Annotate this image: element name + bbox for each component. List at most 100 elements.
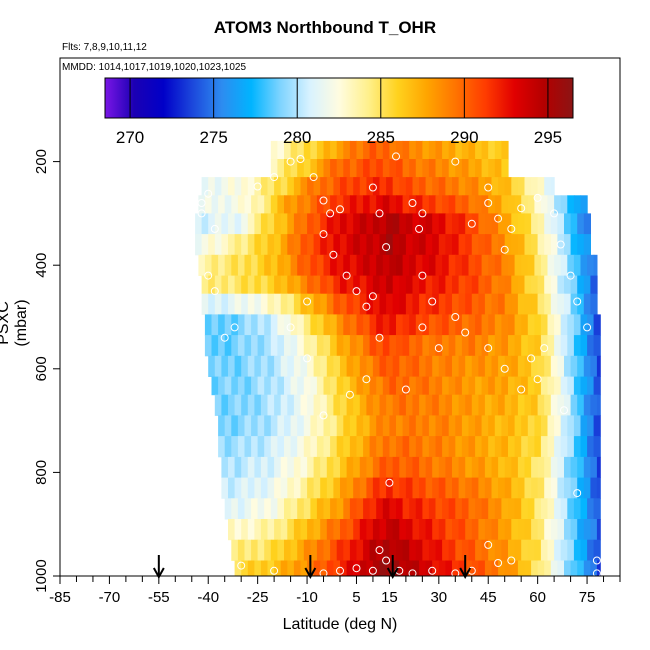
- heatmap-cell: [567, 436, 575, 458]
- heatmap-cell: [583, 234, 591, 256]
- heatmap-cell: [214, 213, 222, 235]
- heatmap-cell: [280, 213, 288, 235]
- heatmap-cell: [234, 456, 242, 479]
- heatmap-cell: [402, 140, 410, 160]
- heatmap-cell: [267, 394, 275, 416]
- colorbar-tick-label: 270: [116, 128, 144, 147]
- heatmap-cell: [369, 436, 377, 458]
- heatmap-cell: [277, 140, 285, 160]
- heatmap-cell: [484, 355, 493, 377]
- heatmap-cell: [330, 415, 338, 437]
- observation-marker: [210, 224, 219, 233]
- heatmap-cell: [511, 275, 519, 295]
- heatmap-cell: [514, 335, 522, 357]
- heatmap-cell: [511, 394, 519, 416]
- heatmap-cell: [534, 376, 542, 396]
- heatmap-cell: [567, 376, 575, 396]
- heatmap-cell: [471, 477, 479, 499]
- heatmap-cell: [511, 477, 519, 499]
- heatmap-cell: [386, 519, 394, 541]
- heatmap-cell: [435, 159, 443, 178]
- heatmap-cell: [247, 293, 255, 315]
- heatmap-cell: [214, 234, 222, 256]
- heatmap-cell: [442, 415, 450, 437]
- heatmap-cell: [567, 254, 575, 276]
- heatmap-cell: [297, 254, 305, 276]
- heatmap-cell: [468, 254, 476, 276]
- heatmap-cell: [280, 177, 288, 196]
- heatmap-cell: [247, 177, 255, 196]
- observation-marker: [592, 556, 601, 565]
- observation-marker: [484, 199, 493, 207]
- heatmap-cell: [557, 394, 565, 416]
- heatmap-cell: [557, 213, 565, 235]
- heatmap-cell: [224, 498, 232, 520]
- heatmap-cell: [458, 456, 466, 479]
- heatmap-cell: [399, 293, 407, 315]
- heatmap-cell: [257, 314, 265, 336]
- heatmap-cell: [353, 456, 361, 479]
- heatmap-cell: [514, 314, 522, 336]
- heatmap-cell: [550, 213, 558, 235]
- heatmap-cell: [389, 539, 397, 561]
- heatmap-cell: [241, 355, 249, 377]
- heatmap-cell: [244, 498, 252, 520]
- heatmap-cell: [580, 539, 588, 561]
- heatmap-cell: [554, 436, 562, 458]
- heatmap-cell: [570, 213, 578, 235]
- heatmap-cell: [290, 254, 298, 276]
- x-tick-label: -25: [247, 589, 269, 606]
- heatmap-cell: [590, 477, 598, 499]
- heatmap-cell: [557, 560, 565, 577]
- heatmap-cell: [293, 394, 302, 416]
- heatmap-cell: [452, 519, 460, 541]
- heatmap-cell: [267, 456, 275, 479]
- heatmap-cell: [353, 275, 361, 295]
- heatmap-cell: [458, 234, 466, 256]
- heatmap-cell: [458, 293, 466, 315]
- heatmap-cell: [234, 275, 242, 295]
- heatmap-cell: [320, 293, 328, 315]
- heatmap-cell: [478, 234, 486, 256]
- heatmap-cell: [376, 314, 384, 336]
- heatmap-cell: [323, 415, 331, 437]
- heatmap-cell: [587, 498, 595, 520]
- heatmap-cell: [326, 560, 334, 577]
- heatmap-cell: [452, 456, 460, 479]
- heatmap-cell: [307, 394, 315, 416]
- heatmap-cell: [231, 539, 239, 561]
- heatmap-cell: [461, 415, 470, 437]
- heatmap-cell: [228, 275, 236, 295]
- heatmap-cell: [484, 456, 493, 479]
- heatmap-cell: [396, 314, 404, 336]
- heatmap-cell: [333, 234, 341, 256]
- heatmap-cell: [257, 376, 265, 396]
- heatmap-cell: [386, 355, 394, 377]
- heatmap-cell: [363, 376, 371, 396]
- heatmap-cell: [396, 159, 404, 178]
- heatmap-cell: [274, 560, 282, 577]
- heatmap-cell: [340, 560, 348, 577]
- observation-marker: [418, 209, 427, 218]
- heatmap-cell: [208, 355, 216, 377]
- heatmap-cell: [284, 254, 292, 276]
- heatmap-cell: [254, 177, 262, 196]
- heatmap-cell: [412, 293, 420, 315]
- heatmap-cell: [201, 275, 209, 295]
- heatmap-cell: [284, 140, 292, 160]
- heatmap-cell: [287, 275, 295, 295]
- x-axis-label: Latitude (deg N): [282, 616, 398, 633]
- heatmap-cell: [557, 293, 565, 315]
- heatmap-cell: [461, 436, 470, 458]
- heatmap-cell: [363, 498, 371, 520]
- heatmap-cell: [438, 519, 446, 541]
- heatmap-cell: [247, 456, 255, 479]
- heatmap-cell: [537, 456, 545, 479]
- heatmap-cell: [550, 519, 558, 541]
- heatmap-cell: [587, 436, 595, 458]
- x-tick-label: -55: [148, 589, 170, 606]
- heatmap-cell: [537, 234, 545, 256]
- observation-marker: [336, 205, 344, 214]
- heatmap-cell: [382, 254, 390, 276]
- heatmap-cell: [251, 254, 259, 276]
